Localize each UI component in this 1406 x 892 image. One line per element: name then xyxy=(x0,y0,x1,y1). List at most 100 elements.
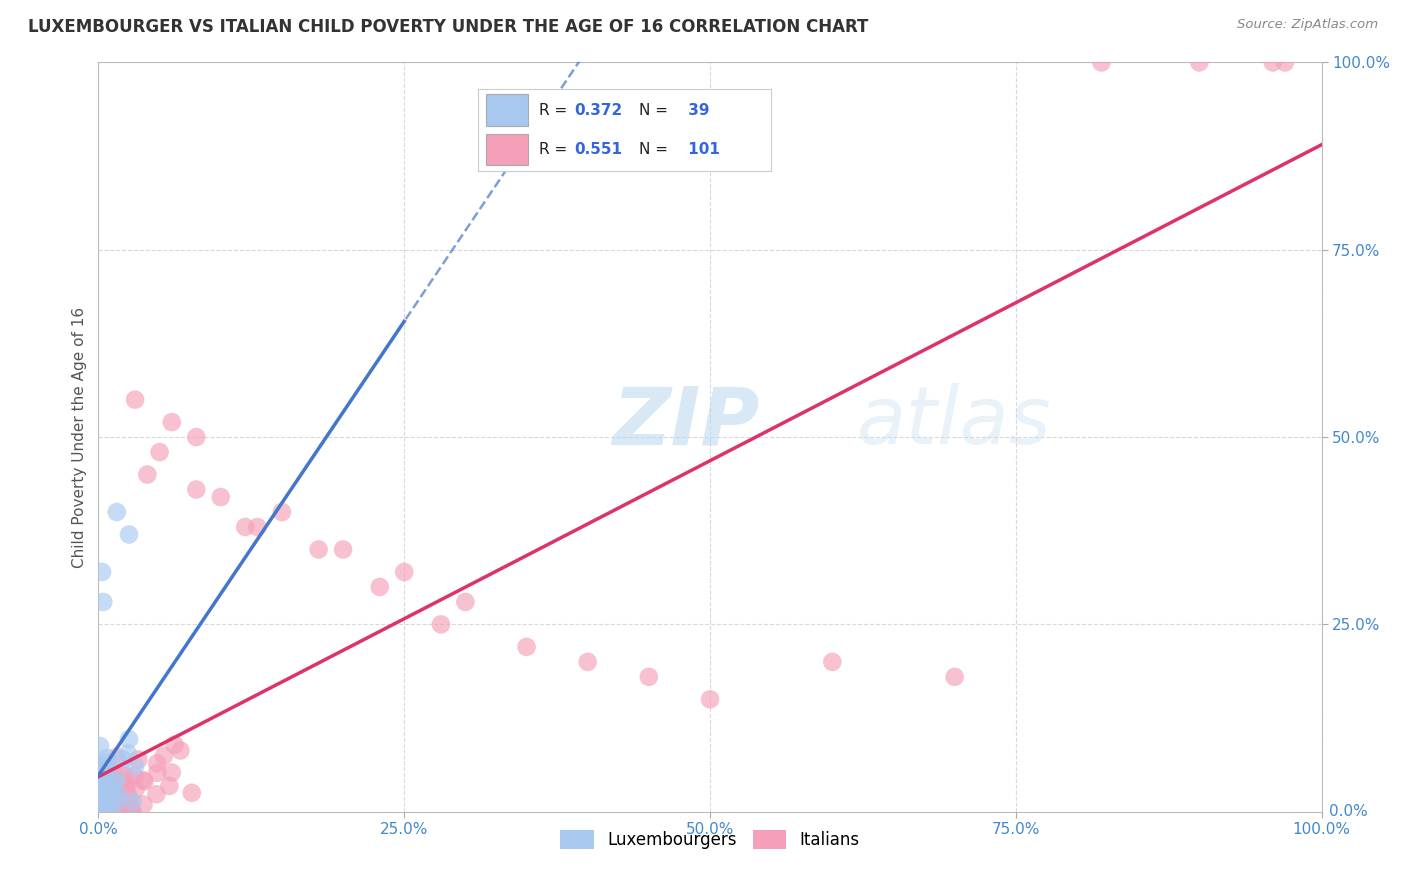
Point xyxy=(94,775,117,789)
Point xyxy=(121,804,143,818)
Point xyxy=(94,762,117,776)
Point xyxy=(105,797,128,811)
Point xyxy=(96,797,118,811)
Point xyxy=(118,793,141,807)
Point xyxy=(186,430,208,444)
Point xyxy=(699,692,721,706)
Point xyxy=(101,804,124,818)
Point xyxy=(98,780,121,795)
Point xyxy=(89,784,111,798)
Point xyxy=(209,490,232,504)
Point xyxy=(124,759,146,773)
Point xyxy=(96,768,118,782)
Point xyxy=(101,778,124,792)
Point xyxy=(122,769,145,783)
Point xyxy=(153,748,176,763)
Point xyxy=(392,565,416,579)
Point xyxy=(132,773,155,788)
Point xyxy=(163,738,186,752)
Point xyxy=(121,795,143,809)
Point xyxy=(90,772,112,787)
Point xyxy=(576,655,599,669)
Point xyxy=(103,786,125,800)
Point xyxy=(96,756,118,770)
Point xyxy=(100,784,122,798)
Point xyxy=(368,580,391,594)
Point xyxy=(637,670,661,684)
Point xyxy=(160,415,183,429)
Text: Source: ZipAtlas.com: Source: ZipAtlas.com xyxy=(1237,18,1378,31)
Point xyxy=(89,781,111,796)
Point xyxy=(114,769,136,783)
Point xyxy=(454,595,477,609)
Point xyxy=(160,765,183,780)
Point xyxy=(943,670,966,684)
Text: atlas: atlas xyxy=(856,383,1052,461)
Point xyxy=(145,787,167,801)
Point xyxy=(149,445,172,459)
Text: ZIP: ZIP xyxy=(612,383,759,461)
Text: LUXEMBOURGER VS ITALIAN CHILD POVERTY UNDER THE AGE OF 16 CORRELATION CHART: LUXEMBOURGER VS ITALIAN CHILD POVERTY UN… xyxy=(28,18,869,36)
Point xyxy=(117,747,139,761)
Point xyxy=(104,804,127,818)
Point xyxy=(100,801,122,815)
Point xyxy=(93,796,115,810)
Text: 0.0%: 0.0% xyxy=(1329,805,1367,819)
Point xyxy=(90,798,112,813)
Point xyxy=(101,804,124,818)
Point xyxy=(115,779,138,793)
Point xyxy=(90,796,112,810)
Point xyxy=(1188,55,1211,70)
Point xyxy=(112,775,135,789)
Point xyxy=(124,782,146,797)
Point xyxy=(121,804,143,818)
Point xyxy=(108,792,131,806)
Point xyxy=(104,774,127,789)
Point xyxy=(246,520,269,534)
Point xyxy=(100,798,122,813)
Legend: Luxembourgers, Italians: Luxembourgers, Italians xyxy=(554,823,866,855)
Point xyxy=(91,794,114,808)
Point xyxy=(98,780,121,794)
Y-axis label: Child Poverty Under the Age of 16: Child Poverty Under the Age of 16 xyxy=(72,307,87,567)
Point xyxy=(180,786,202,800)
Point xyxy=(89,804,111,818)
Point xyxy=(91,565,114,579)
Point xyxy=(89,739,111,753)
Point xyxy=(97,784,120,798)
Point xyxy=(186,483,208,497)
Point xyxy=(146,756,169,771)
Point xyxy=(169,743,191,757)
Point xyxy=(91,803,114,817)
Point xyxy=(93,803,115,817)
Point xyxy=(270,505,294,519)
Point xyxy=(89,794,111,808)
Point xyxy=(430,617,453,632)
Point xyxy=(89,804,111,818)
Point xyxy=(96,780,118,795)
Point xyxy=(103,798,125,813)
Point xyxy=(105,750,128,764)
Point xyxy=(105,505,128,519)
Point xyxy=(90,775,112,789)
Point xyxy=(94,798,117,813)
Point xyxy=(1261,55,1284,70)
Point xyxy=(98,782,121,797)
Point xyxy=(91,781,114,796)
Point xyxy=(89,757,111,772)
Point xyxy=(103,777,125,791)
Point xyxy=(93,804,115,818)
Point xyxy=(96,791,118,805)
Point xyxy=(105,772,128,787)
Point xyxy=(103,776,125,790)
Point xyxy=(101,774,124,789)
Point xyxy=(89,804,111,818)
Point xyxy=(98,765,121,780)
Point xyxy=(308,542,330,557)
Point xyxy=(1090,55,1112,70)
Point xyxy=(111,752,134,766)
Point xyxy=(107,788,129,802)
Point xyxy=(134,774,156,789)
Point xyxy=(117,787,139,801)
Point xyxy=(89,764,111,778)
